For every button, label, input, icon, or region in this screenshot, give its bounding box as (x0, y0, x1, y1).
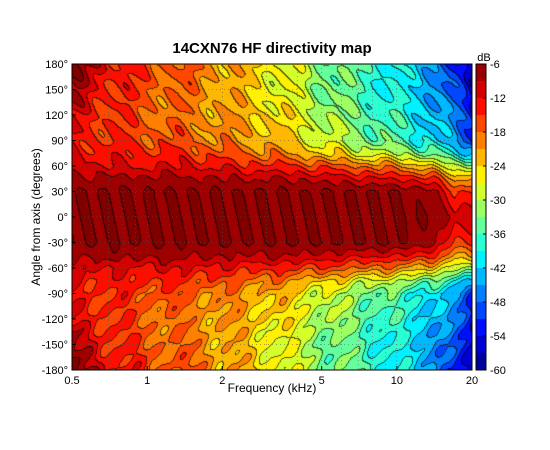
colorbar-unit: dB (477, 52, 490, 64)
colorbar-ticks: -6 -12 -18 -24 -30 -36 -42 -48 -54 -60 (483, 59, 506, 377)
colorbar-tick-label: -24 (490, 161, 506, 173)
colorbar: dB -6 -12 -18 -24 -30 -36 -42 -48 -54 -60 (475, 52, 506, 377)
colorbar-tick-label: -30 (490, 195, 506, 207)
colorbar-tick-label: -12 (490, 93, 506, 105)
y-tick-label: 90° (51, 136, 68, 148)
x-tick-label: 5 (319, 375, 325, 387)
colorbar-tick-label: -6 (490, 59, 500, 71)
x-tick-label: 1 (144, 375, 150, 387)
colorbar-gradient (476, 64, 486, 370)
colorbar-tick-label: -54 (490, 331, 506, 343)
x-tick-label: 20 (466, 375, 478, 387)
y-axis-label: Angle from axis (degrees) (29, 148, 43, 285)
plot-area (71, 63, 473, 371)
y-tick-label: 120° (45, 110, 68, 122)
y-tick-label: -90° (48, 289, 68, 301)
x-axis: 0.5 1 2 5 10 20 (64, 366, 478, 387)
y-tick-label: -120° (42, 314, 68, 326)
y-tick-label: -30° (48, 238, 68, 250)
y-tick-label: 60° (51, 161, 68, 173)
colorbar-frame (475, 63, 487, 371)
colorbar-tick-label: -18 (490, 127, 506, 139)
colorbar-tick-label: -48 (490, 297, 506, 309)
y-tick-label: 150° (45, 85, 68, 97)
x-tick-label: 2 (219, 375, 225, 387)
colorbar-tick-label: -60 (490, 365, 506, 377)
y-tick-label: -60° (48, 263, 68, 275)
y-axis: 180° 150° 120° 90° 60° 30° 0° -30° -60° -90° -120°… (42, 59, 76, 377)
y-tick-label: 180° (45, 59, 68, 71)
colorbar-tick-label: -36 (490, 229, 506, 241)
x-tick-label: 10 (391, 375, 403, 387)
x-tick-label: 0.5 (64, 375, 79, 387)
colorbar-tick-label: -42 (490, 263, 506, 275)
y-tick-label: -180° (42, 365, 68, 377)
y-tick-label: 30° (51, 187, 68, 199)
chart-title: 14CXN76 HF directivity map (172, 40, 371, 57)
x-axis-label: Frequency (kHz) (228, 381, 317, 395)
y-tick-label: -150° (42, 340, 68, 352)
y-tick-label: 0° (57, 212, 68, 224)
